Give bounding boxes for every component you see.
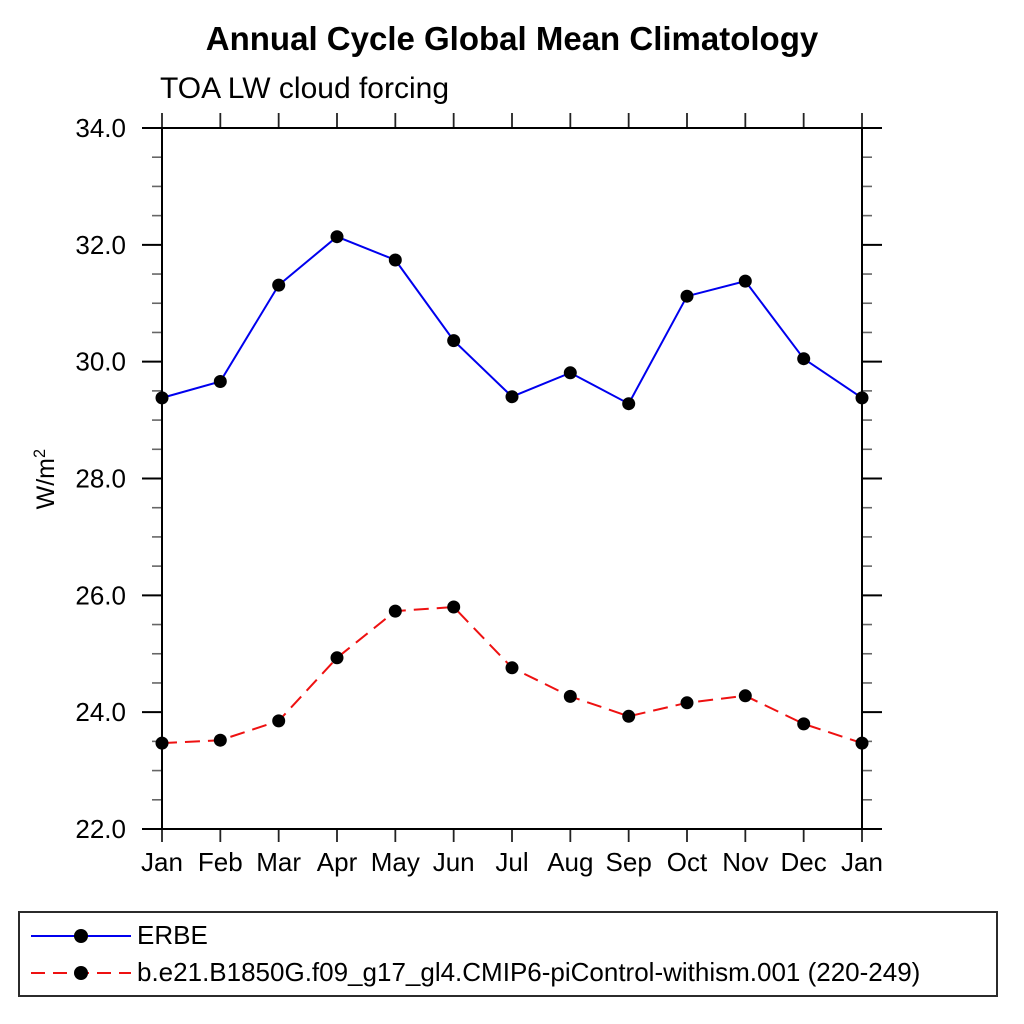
x-tick-label: Jan bbox=[841, 847, 883, 877]
x-tick-label: Mar bbox=[256, 847, 301, 877]
data-point-marker bbox=[388, 253, 402, 267]
x-tick-label: Apr bbox=[317, 847, 358, 877]
series-line-model bbox=[161, 605, 863, 745]
data-point-marker bbox=[622, 709, 636, 723]
data-point-marker bbox=[155, 736, 169, 750]
data-point-marker bbox=[797, 352, 811, 366]
legend-item-model: b.e21.B1850G.f09_g17_gl4.CMIP6-piControl… bbox=[29, 957, 996, 988]
data-point-marker bbox=[447, 600, 461, 614]
data-point-marker bbox=[213, 375, 227, 388]
y-tick-label: 26.0 bbox=[75, 580, 126, 610]
legend-item-erbe: ERBE bbox=[29, 920, 996, 951]
y-axis-label-exponent: 2 bbox=[30, 448, 49, 459]
legend-sample-solid-line bbox=[31, 928, 131, 943]
y-axis-tick-labels: 22.0 24.0 26.0 28.0 30.0 32.0 34.0 bbox=[75, 113, 126, 844]
x-tick-label: May bbox=[371, 847, 420, 877]
x-tick-label: Nov bbox=[722, 847, 768, 877]
data-point-marker bbox=[155, 391, 169, 405]
data-point-marker bbox=[738, 274, 752, 288]
data-point-marker bbox=[330, 230, 344, 244]
y-tick-label: 32.0 bbox=[75, 230, 126, 260]
data-point-marker bbox=[272, 278, 286, 292]
series-markers-erbe bbox=[155, 230, 869, 411]
data-point-marker bbox=[855, 391, 869, 405]
x-tick-label: Jan bbox=[141, 847, 183, 877]
y-axis-major-ticks bbox=[142, 127, 882, 830]
plot-frame bbox=[161, 127, 863, 830]
y-axis-label: W/m2 bbox=[31, 419, 61, 539]
legend-marker-dot bbox=[74, 928, 88, 943]
x-tick-label: Oct bbox=[667, 847, 708, 877]
legend-box: ERBE b.e21.B1850G.f09_g17_gl4.CMIP6-piCo… bbox=[18, 911, 998, 997]
data-point-marker bbox=[855, 736, 869, 750]
legend-sample-dashed-line bbox=[31, 965, 131, 980]
data-point-marker bbox=[797, 717, 811, 731]
x-tick-label: Dec bbox=[781, 847, 827, 877]
x-tick-label: Jun bbox=[433, 847, 475, 877]
y-tick-label: 28.0 bbox=[75, 464, 126, 494]
data-point-marker bbox=[505, 661, 519, 675]
x-tick-label: Jul bbox=[495, 847, 528, 877]
data-point-marker bbox=[447, 334, 461, 348]
y-tick-label: 24.0 bbox=[75, 697, 126, 727]
series-markers-model bbox=[155, 600, 869, 750]
legend-marker-dot bbox=[74, 965, 88, 980]
series-line-erbe bbox=[161, 235, 863, 406]
x-tick-label: Sep bbox=[606, 847, 652, 877]
data-point-marker bbox=[738, 689, 752, 703]
data-point-marker bbox=[680, 696, 694, 710]
data-point-marker bbox=[563, 689, 577, 703]
data-point-marker bbox=[622, 397, 636, 411]
data-point-marker bbox=[680, 289, 694, 303]
data-point-marker bbox=[563, 366, 577, 380]
data-point-marker bbox=[272, 714, 286, 728]
y-axis-minor-ticks bbox=[152, 156, 872, 801]
data-point-marker bbox=[505, 390, 519, 404]
y-tick-label: 22.0 bbox=[75, 814, 126, 844]
legend-label-erbe: ERBE bbox=[137, 920, 208, 950]
x-tick-label: Aug bbox=[547, 847, 593, 877]
y-axis-label-base: W/m bbox=[32, 458, 61, 510]
y-tick-label: 34.0 bbox=[75, 113, 126, 143]
data-point-marker bbox=[388, 604, 402, 618]
y-tick-label: 30.0 bbox=[75, 347, 126, 377]
legend-label-model: b.e21.B1850G.f09_g17_gl4.CMIP6-piControl… bbox=[137, 957, 921, 987]
x-axis-tick-labels: Jan Feb Mar Apr May Jun Jul Aug Sep Oct Nov Dec Jan bbox=[141, 847, 883, 877]
chart-subtitle: TOA LW cloud forcing bbox=[160, 72, 450, 105]
data-point-marker bbox=[330, 651, 344, 665]
x-tick-label: Feb bbox=[198, 847, 243, 877]
x-axis-ticks bbox=[161, 113, 863, 842]
data-point-marker bbox=[213, 733, 227, 747]
chart-title: Annual Cycle Global Mean Climatology bbox=[205, 20, 819, 57]
